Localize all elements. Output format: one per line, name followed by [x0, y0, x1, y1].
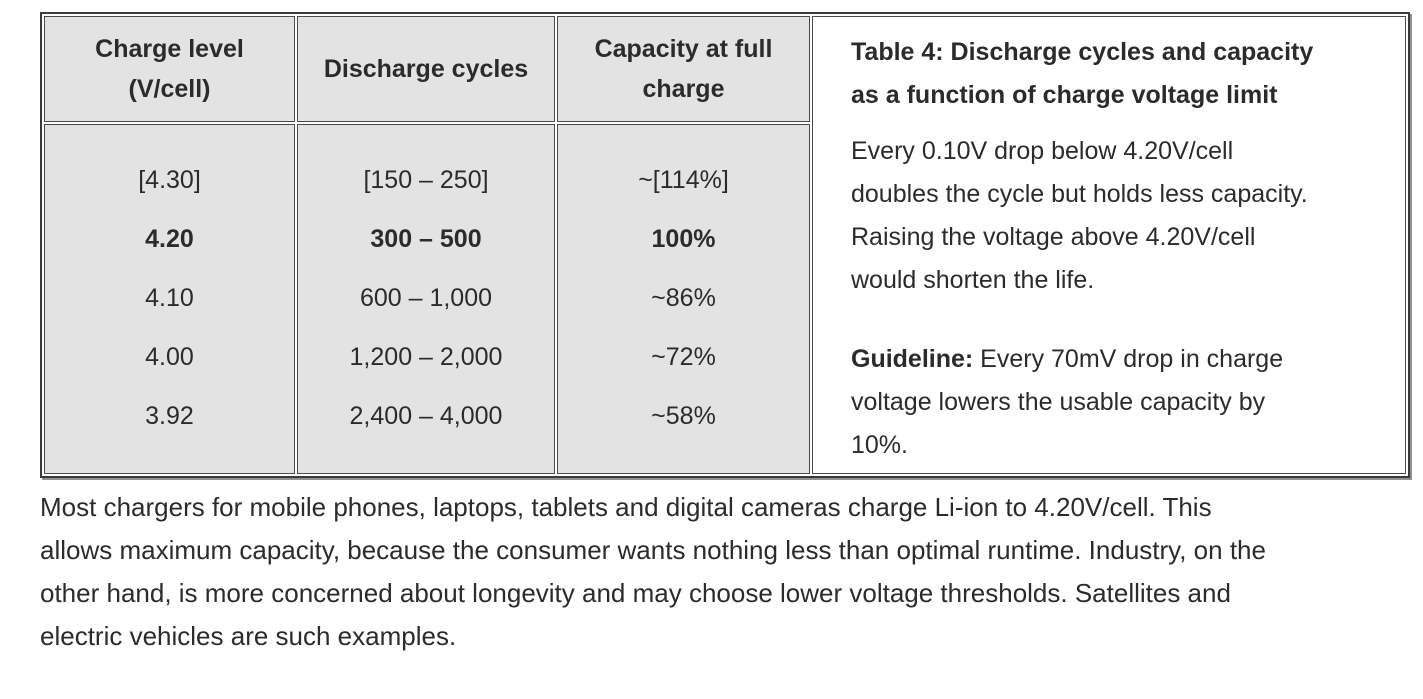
charge-level-value: 3.92: [145, 402, 194, 430]
capacity-value: ~72%: [651, 343, 716, 371]
discharge-cycles-value: 600 – 1,000: [359, 284, 493, 312]
guideline-label: Guideline:: [851, 345, 974, 373]
column-charge-level: [4.30] 4.20 4.10 4.00 3.92: [44, 124, 295, 474]
header-charge-level: Charge level (V/cell): [44, 16, 295, 122]
discharge-cycles-value: 1,200 – 2,000: [349, 343, 503, 371]
capacity-value: ~86%: [651, 284, 716, 312]
table4-title: Table 4: Discharge cycles and capacity a…: [851, 38, 1314, 109]
capacity-value: 100%: [651, 225, 716, 253]
header-discharge-cycles: Discharge cycles: [297, 16, 555, 122]
table4-caption-panel: Table 4: Discharge cycles and capacity a…: [812, 16, 1406, 474]
discharge-cycles-value: 2,400 – 4,000: [349, 402, 503, 430]
table4-description: Every 0.10V drop below 4.20V/cell double…: [851, 137, 1308, 294]
charge-level-value: [4.30]: [138, 166, 201, 194]
table4-framed-box: Charge level (V/cell) Discharge cycles C…: [40, 12, 1410, 478]
column-capacity: ~[114%] 100% ~86% ~72% ~58%: [557, 124, 810, 474]
capacity-value: ~58%: [651, 402, 716, 430]
discharge-cycles-value: [150 – 250]: [363, 166, 489, 194]
capacity-value: ~[114%]: [638, 166, 729, 194]
column-discharge-cycles: [150 – 250] 300 – 500 600 – 1,000 1,200 …: [297, 124, 555, 474]
charge-level-value: 4.10: [145, 284, 194, 312]
header-capacity-full-charge: Capacity at full charge: [557, 16, 810, 122]
table4-guideline: Guideline: Every 70mV drop in charge vol…: [851, 338, 1377, 467]
charge-level-value: 4.20: [145, 225, 194, 253]
discharge-cycles-value: 300 – 500: [370, 225, 482, 253]
body-paragraph: Most chargers for mobile phones, laptops…: [40, 492, 1266, 651]
guideline-text: Every 70mV drop in charge voltage lowers…: [851, 345, 1284, 459]
charge-level-value: 4.00: [145, 343, 194, 371]
